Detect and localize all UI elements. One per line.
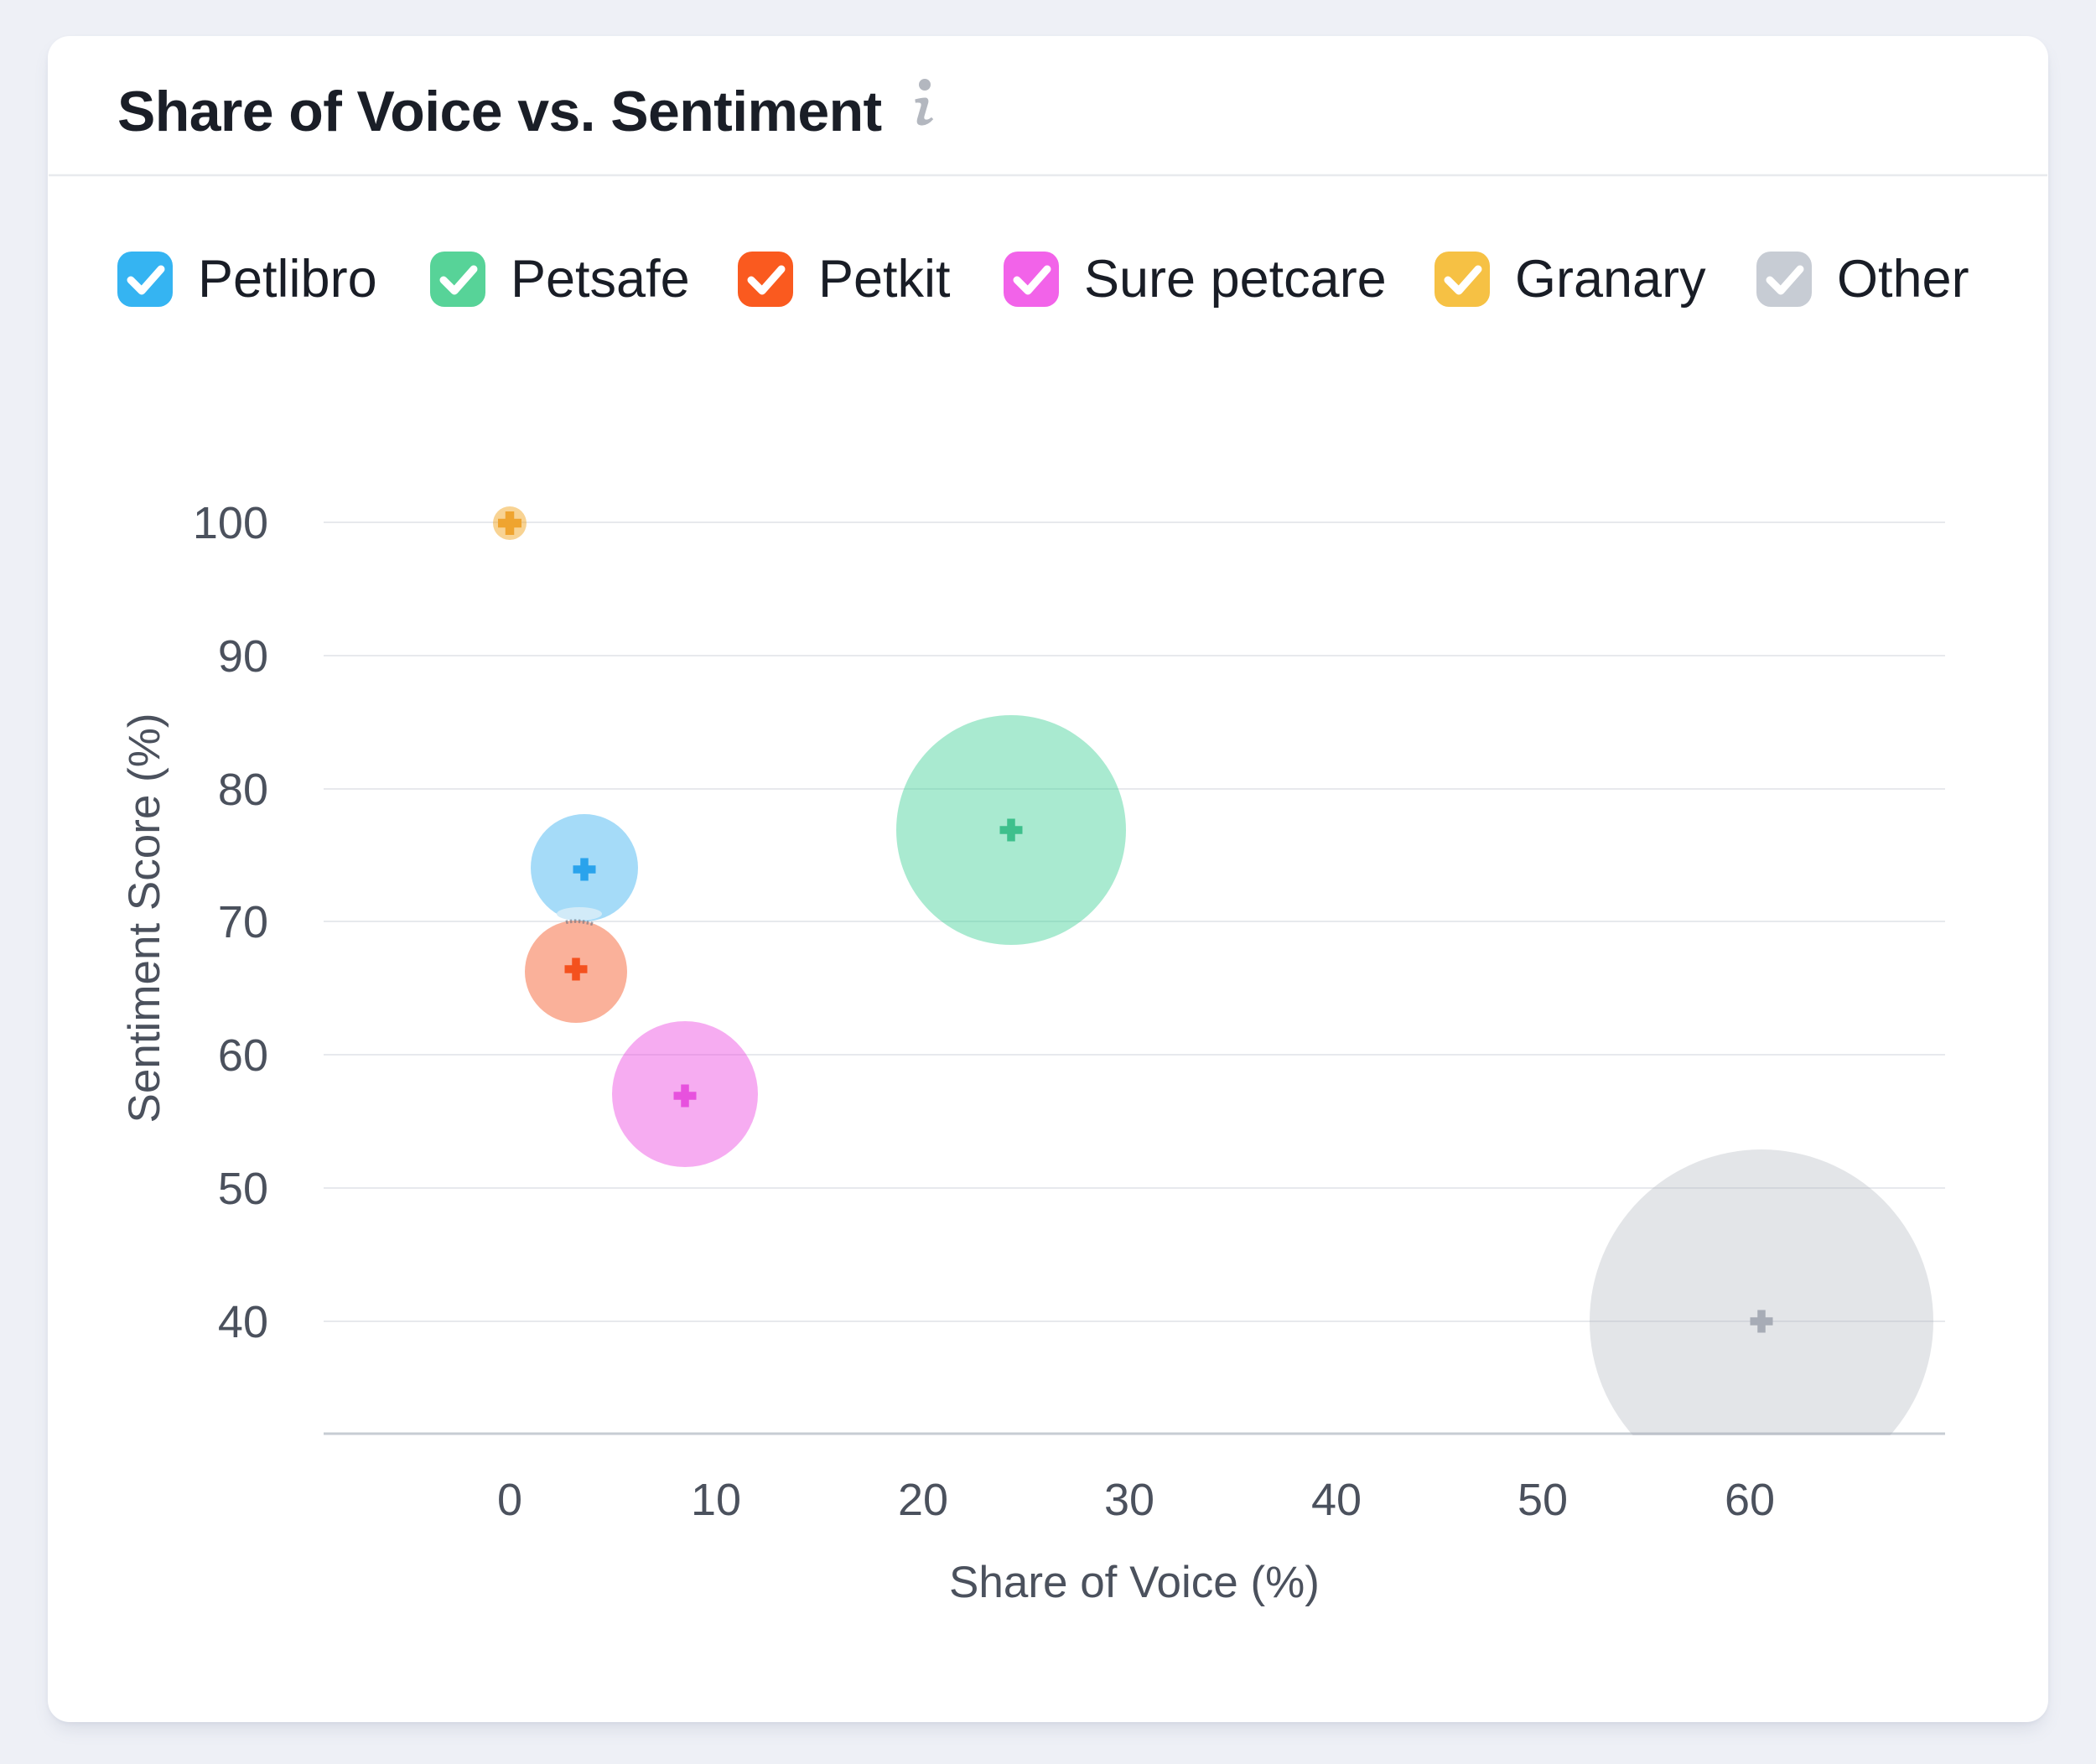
svg-text:80: 80 (218, 765, 268, 815)
svg-text:Sentiment Score (%): Sentiment Score (%) (120, 713, 169, 1123)
svg-text:10: 10 (691, 1475, 741, 1525)
svg-text:60: 60 (1725, 1475, 1775, 1525)
svg-text:Other: Other (1837, 250, 1969, 309)
svg-text:100: 100 (193, 498, 268, 548)
svg-text:Sure petcare: Sure petcare (1084, 250, 1387, 309)
svg-text:Granary: Granary (1515, 250, 1706, 309)
svg-text:70: 70 (218, 897, 268, 947)
svg-text:0: 0 (497, 1475, 522, 1525)
svg-text:Share of Voice vs. Sentiment: Share of Voice vs. Sentiment (117, 80, 882, 143)
svg-text:50: 50 (218, 1164, 268, 1214)
svg-text:60: 60 (218, 1030, 268, 1081)
svg-text:90: 90 (218, 631, 268, 682)
svg-text:50: 50 (1518, 1475, 1568, 1525)
svg-text:Petlibro: Petlibro (198, 250, 377, 309)
svg-text:Petkit: Petkit (818, 250, 951, 309)
svg-text:Share of Voice (%): Share of Voice (%) (949, 1558, 1320, 1607)
svg-text:40: 40 (218, 1297, 268, 1347)
svg-text:20: 20 (898, 1475, 948, 1525)
svg-text:30: 30 (1104, 1475, 1154, 1525)
svg-text:40: 40 (1311, 1475, 1362, 1525)
svg-text:Petsafe: Petsafe (511, 250, 690, 309)
